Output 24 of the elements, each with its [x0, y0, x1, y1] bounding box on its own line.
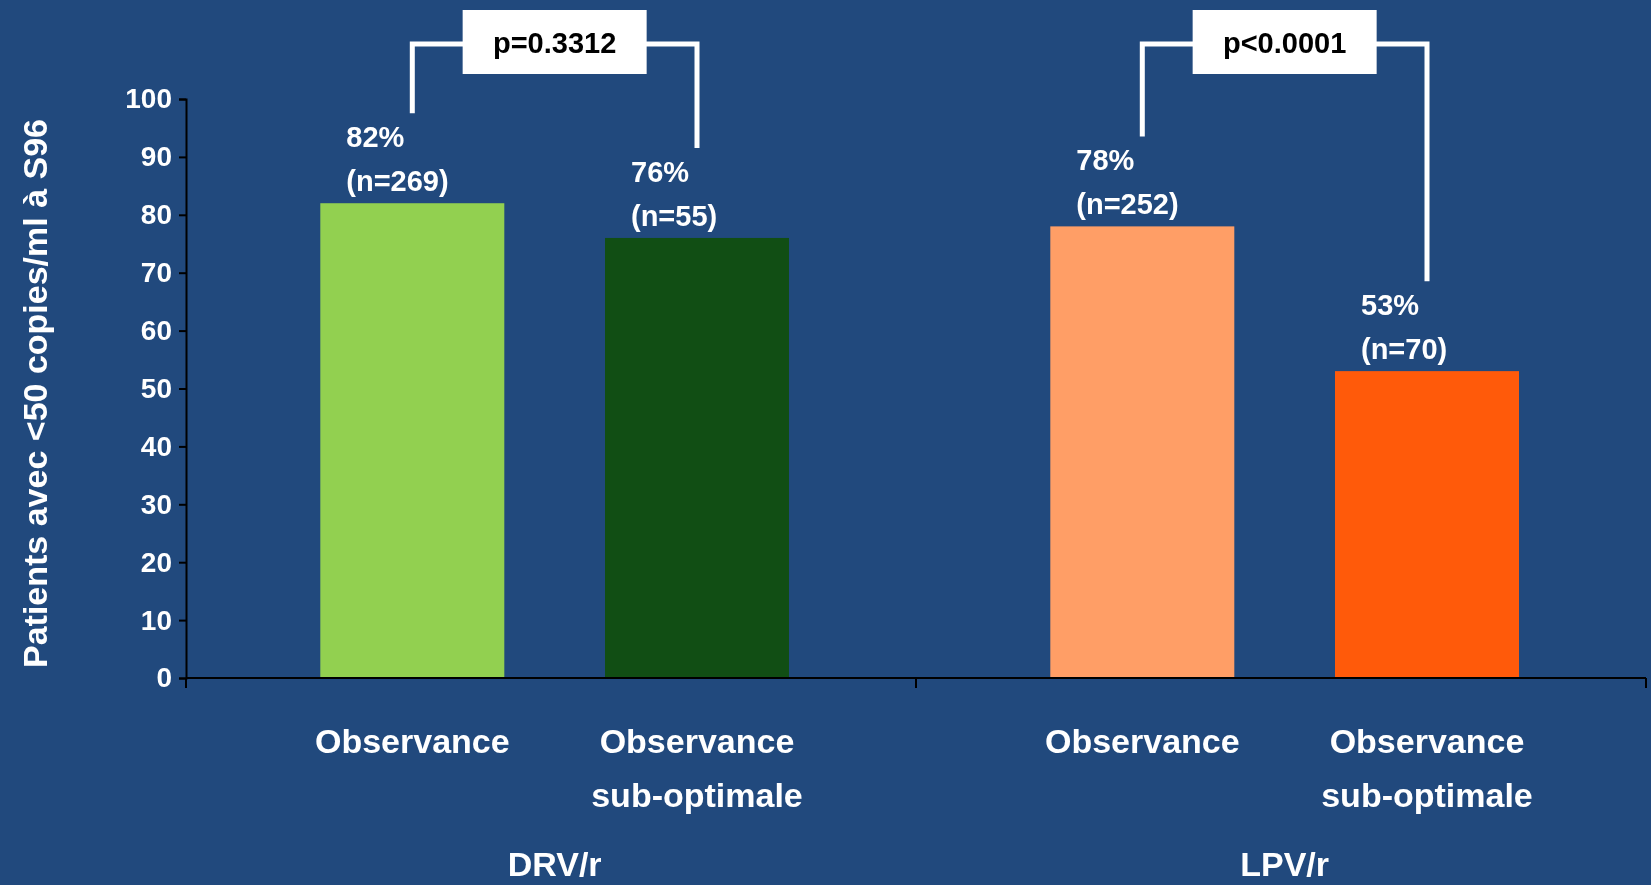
y-tick-label: 60 [140, 315, 172, 347]
x-tick-label: Observance [314, 722, 510, 760]
y-tick-label: 0 [156, 662, 172, 694]
y-tick-label: 70 [140, 257, 172, 289]
y-tick-label: 80 [140, 199, 172, 231]
y-axis-title: Patients avec <50 copies/ml à S96 [16, 118, 54, 669]
x-tick-label: Observance sub-optimale [1321, 722, 1533, 815]
y-tick-label: 90 [140, 141, 172, 173]
text: p<0.0001 [1222, 27, 1347, 59]
text: LPV/r [1240, 845, 1330, 883]
y-tick-label: 100 [125, 83, 172, 115]
y-tick-label: 10 [140, 604, 172, 636]
x-tick-label: Observance [1044, 722, 1240, 760]
y-tick-label: 40 [140, 430, 172, 462]
y-tick-label: 30 [140, 488, 172, 520]
data-label: 78% (n=252) [1076, 144, 1179, 221]
text: DRV/r [507, 845, 602, 883]
text: p=0.3312 [492, 27, 617, 59]
data-label: 53% (n=70) [1361, 289, 1448, 366]
data-label: 76% (n=55) [631, 155, 718, 232]
y-tick-label: 50 [140, 372, 172, 404]
x-tick-label: Observance sub-optimale [591, 722, 803, 815]
y-tick-label: 20 [140, 546, 172, 578]
data-label: 82% (n=269) [346, 121, 449, 198]
